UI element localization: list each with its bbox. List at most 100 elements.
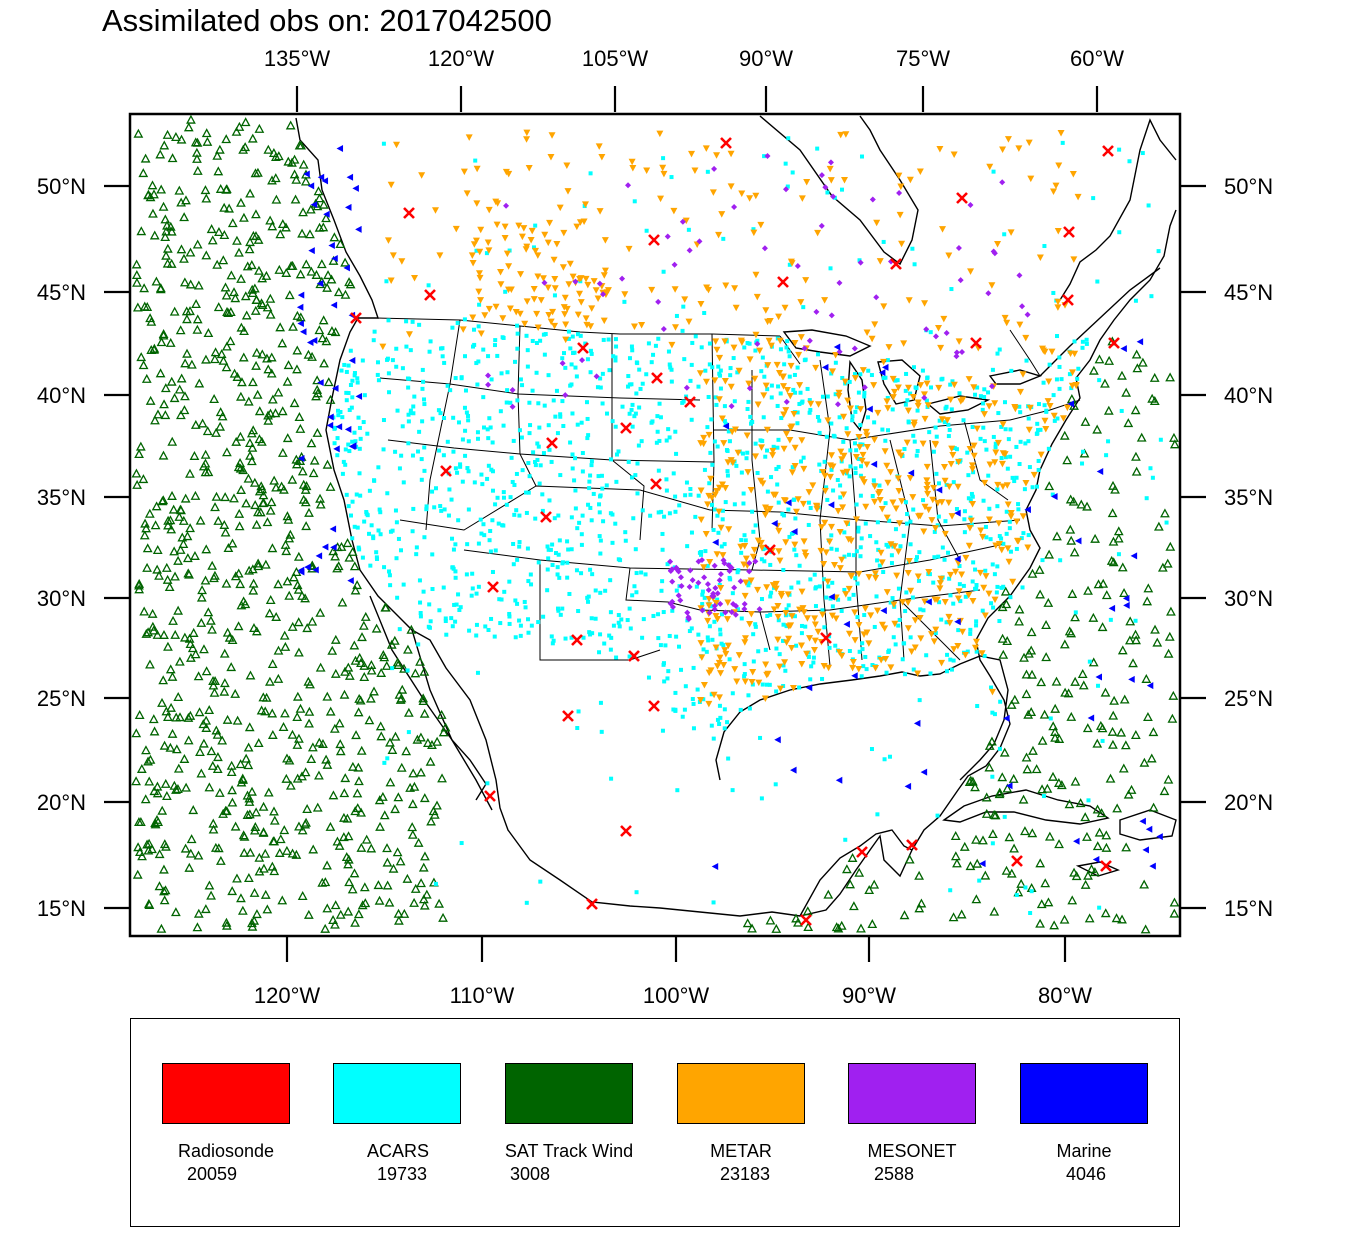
obs-marker: [430, 587, 435, 592]
obs-marker: [357, 900, 368, 910]
obs-marker: [607, 633, 612, 638]
obs-marker: [601, 519, 606, 524]
obs-marker: [990, 367, 995, 372]
obs-marker: [722, 707, 727, 712]
obs-marker: [950, 646, 958, 653]
obs-marker: [753, 624, 758, 629]
obs-marker: [978, 835, 988, 845]
obs-marker: [1146, 203, 1151, 208]
obs-marker: [880, 358, 888, 366]
obs-marker: [249, 887, 260, 897]
obs-marker: [906, 474, 914, 482]
obs-marker: [838, 483, 843, 488]
legend-swatch-acars: [333, 1063, 461, 1124]
obs-marker: [722, 609, 729, 616]
obs-marker: [565, 539, 570, 544]
obs-marker: [541, 231, 549, 239]
obs-marker: [890, 601, 898, 608]
obs-marker: [354, 693, 365, 703]
obs-marker: [165, 664, 176, 674]
obs-marker: [867, 919, 878, 929]
obs-marker: [343, 462, 348, 467]
obs-marker: [396, 536, 401, 541]
obs-marker: [330, 543, 337, 551]
obs-marker: [778, 391, 783, 396]
obs-marker: [631, 516, 636, 521]
obs-marker: [985, 403, 993, 410]
obs-marker: [522, 599, 527, 604]
obs-marker: [742, 662, 747, 667]
obs-marker: [401, 746, 412, 756]
obs-marker: [588, 567, 593, 572]
obs-marker: [998, 699, 1003, 704]
obs-marker: [402, 873, 413, 883]
obs-marker: [851, 345, 858, 352]
obs-marker: [591, 491, 596, 496]
obs-marker: [981, 401, 986, 406]
obs-marker: [851, 592, 856, 597]
obs-marker: [1051, 290, 1056, 295]
legend-swatch-radiosonde: [162, 1063, 290, 1124]
obs-marker: [1056, 780, 1067, 790]
obs-marker: [1110, 484, 1120, 494]
obs-marker: [131, 776, 141, 786]
obs-marker: [529, 582, 534, 587]
obs-marker: [932, 626, 940, 634]
obs-marker: [999, 146, 1007, 153]
obs-marker: [419, 708, 430, 718]
obs-marker: [387, 569, 392, 574]
obs-marker: [904, 371, 909, 376]
obs-marker: [387, 573, 392, 578]
obs-marker: [882, 757, 887, 762]
obs-marker: [352, 373, 357, 378]
obs-marker: [170, 629, 181, 639]
obs-marker: [756, 347, 764, 355]
obs-marker: [1095, 673, 1102, 681]
obs-marker: [689, 626, 694, 631]
obs-marker: [620, 825, 632, 837]
obs-marker: [579, 357, 586, 364]
obs-marker: [1018, 439, 1023, 444]
obs-marker: [927, 430, 932, 435]
obs-marker: [424, 507, 429, 512]
obs-marker: [827, 501, 835, 509]
obs-marker: [982, 387, 987, 392]
obs-marker: [1121, 842, 1132, 852]
obs-marker: [958, 349, 965, 356]
obs-marker: [587, 630, 592, 635]
obs-marker: [709, 592, 716, 599]
obs-marker: [1016, 507, 1021, 512]
obs-marker: [273, 579, 284, 589]
obs-marker: [630, 323, 638, 331]
obs-marker: [731, 204, 738, 211]
obs-marker: [418, 611, 423, 616]
obs-marker: [179, 212, 190, 222]
obs-marker: [854, 448, 859, 453]
obs-marker: [293, 584, 304, 594]
obs-marker: [527, 474, 532, 479]
obs-marker: [603, 588, 608, 593]
obs-marker: [414, 552, 419, 557]
obs-marker: [1169, 897, 1180, 907]
obs-marker: [349, 405, 354, 410]
obs-marker: [600, 371, 605, 376]
obs-marker: [136, 763, 147, 773]
obs-marker: [1133, 298, 1138, 303]
obs-marker: [157, 496, 168, 506]
obs-marker: [872, 575, 880, 582]
obs-marker: [815, 401, 823, 408]
obs-marker: [547, 498, 552, 503]
obs-marker: [1119, 587, 1129, 598]
obs-marker: [970, 579, 975, 584]
obs-marker: [954, 483, 962, 491]
obs-marker: [761, 695, 769, 702]
obs-marker: [299, 328, 307, 336]
obs-marker: [655, 429, 660, 434]
obs-marker: [600, 401, 605, 406]
obs-marker: [952, 446, 957, 451]
obs-marker: [418, 693, 429, 703]
obs-marker: [749, 669, 757, 676]
obs-marker: [792, 497, 797, 502]
obs-marker: [226, 270, 237, 280]
obs-marker: [252, 909, 262, 919]
